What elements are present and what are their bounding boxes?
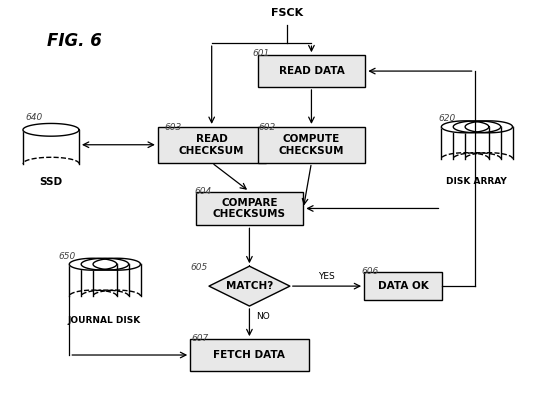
Text: MATCH?: MATCH? (226, 281, 273, 291)
Text: FSCK: FSCK (271, 8, 303, 18)
Polygon shape (69, 264, 117, 296)
FancyBboxPatch shape (257, 127, 365, 163)
Text: YES: YES (319, 272, 335, 282)
Text: 604: 604 (195, 187, 212, 196)
Polygon shape (81, 258, 128, 270)
Polygon shape (23, 124, 79, 136)
Polygon shape (453, 127, 501, 159)
Polygon shape (209, 266, 290, 306)
Polygon shape (69, 258, 117, 270)
Polygon shape (465, 121, 513, 133)
Text: NO: NO (256, 312, 270, 321)
Polygon shape (93, 296, 140, 302)
Polygon shape (453, 121, 501, 133)
Polygon shape (93, 258, 140, 270)
Text: SSD: SSD (40, 177, 62, 187)
Polygon shape (441, 159, 489, 165)
Text: DISK ARRAY: DISK ARRAY (446, 176, 506, 186)
Text: COMPUTE
CHECKSUM: COMPUTE CHECKSUM (279, 134, 344, 156)
Polygon shape (23, 130, 79, 164)
FancyBboxPatch shape (364, 272, 442, 300)
Polygon shape (441, 121, 489, 133)
Text: FETCH DATA: FETCH DATA (214, 350, 286, 360)
Text: READ
CHECKSUM: READ CHECKSUM (179, 134, 244, 156)
FancyBboxPatch shape (196, 192, 304, 225)
Text: DATA OK: DATA OK (378, 281, 429, 291)
Text: 606: 606 (362, 267, 379, 276)
Polygon shape (81, 296, 128, 302)
Text: 605: 605 (190, 263, 208, 272)
Text: FIG. 6: FIG. 6 (47, 32, 102, 50)
Text: 640: 640 (25, 113, 42, 122)
Text: COMPARE
CHECKSUMS: COMPARE CHECKSUMS (213, 198, 286, 219)
Text: 603: 603 (164, 123, 182, 132)
Text: READ DATA: READ DATA (279, 66, 344, 76)
Polygon shape (453, 159, 501, 165)
FancyBboxPatch shape (257, 55, 365, 87)
Polygon shape (23, 164, 79, 170)
Text: 620: 620 (438, 114, 455, 123)
Polygon shape (465, 127, 513, 159)
Text: JOURNAL DISK: JOURNAL DISK (67, 316, 140, 325)
Text: 601: 601 (253, 49, 270, 58)
Text: 650: 650 (58, 252, 75, 261)
Polygon shape (81, 264, 128, 296)
Text: 607: 607 (191, 334, 209, 343)
Polygon shape (93, 264, 140, 296)
FancyBboxPatch shape (158, 127, 266, 163)
Polygon shape (465, 159, 513, 165)
Polygon shape (69, 296, 117, 302)
FancyBboxPatch shape (190, 339, 309, 371)
Polygon shape (441, 127, 489, 159)
Text: 602: 602 (259, 123, 276, 132)
